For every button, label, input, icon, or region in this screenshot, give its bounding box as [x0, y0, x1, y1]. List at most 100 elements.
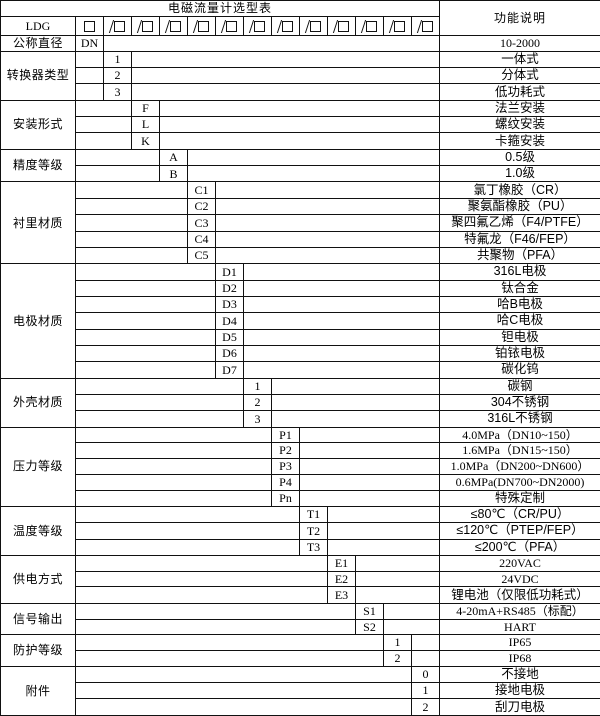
code-cell[interactable]: T3 [299, 538, 328, 556]
code-cell[interactable]: D7 [215, 361, 244, 379]
row-spacer-left [75, 458, 272, 475]
code-cell[interactable]: D6 [215, 344, 244, 363]
description-cell: 0.6MPa(DN700~DN2000) [439, 473, 600, 491]
model-box-6[interactable] [243, 16, 272, 36]
code-cell[interactable]: C2 [187, 197, 216, 216]
model-box-7[interactable] [271, 16, 300, 36]
code-cell[interactable]: 2 [383, 649, 412, 667]
code-cell[interactable]: P2 [271, 442, 300, 460]
model-box-12[interactable] [410, 16, 441, 36]
code-cell[interactable]: D2 [215, 279, 244, 297]
table-row: B 1.0级 [1, 165, 600, 183]
model-box-3[interactable] [159, 16, 188, 36]
model-box-9[interactable] [327, 16, 356, 36]
code-cell[interactable]: T1 [299, 505, 328, 524]
description-cell: 聚四氟乙烯（F4/PTFE） [439, 214, 600, 232]
code-cell[interactable]: T2 [299, 522, 328, 540]
table-row: 安装形式 F 法兰安装 [0, 99, 600, 150]
model-box-8[interactable] [299, 16, 328, 36]
row-spacer-left [75, 377, 244, 395]
code-cell[interactable]: 1 [243, 377, 272, 395]
row-spacer-left [75, 505, 300, 524]
model-box-2[interactable] [131, 16, 160, 36]
table-row: 2 IP68 [1, 649, 600, 667]
code-cell[interactable]: S2 [355, 618, 384, 636]
table-row: D5 钽电极 [1, 328, 600, 346]
code-cell[interactable]: P1 [271, 426, 300, 444]
table-row: T2 ≤120℃（PTEP/FEP） [1, 522, 600, 540]
table-row: C5 共聚物（PFA） [1, 246, 600, 265]
code-cell[interactable]: D5 [215, 328, 244, 346]
code-cell[interactable]: C5 [187, 246, 216, 265]
code-cell[interactable]: E1 [327, 554, 356, 572]
row-spacer-right [214, 181, 441, 199]
row-spacer-left [75, 442, 272, 460]
model-box-1[interactable] [103, 16, 132, 36]
description-cell: HART [439, 618, 600, 636]
code-cell[interactable]: C4 [187, 230, 216, 248]
row-spacer-left [75, 473, 272, 491]
code-cell[interactable]: 2 [410, 698, 441, 716]
row-spacer-left [75, 312, 216, 330]
code-cell[interactable]: K [131, 132, 160, 150]
code-cell[interactable]: 1 [410, 682, 441, 700]
code-cell[interactable]: 2 [103, 67, 132, 85]
row-spacer-left [75, 165, 160, 183]
code-cell[interactable]: L [131, 116, 160, 134]
code-cell[interactable]: P4 [271, 473, 300, 491]
code-cell[interactable]: 2 [243, 393, 272, 412]
row-spacer-left [75, 295, 216, 314]
code-cell[interactable]: 1 [103, 50, 132, 69]
table-row: 精度等级 A 0.5级 [0, 148, 600, 183]
model-box-4[interactable] [187, 16, 216, 36]
code-cell[interactable]: S1 [355, 602, 384, 620]
model-prefix: LDG [0, 16, 76, 36]
code-cell[interactable]: 3 [243, 410, 272, 428]
code-cell[interactable]: P3 [271, 458, 300, 475]
model-box-10[interactable] [355, 16, 384, 36]
model-box-11[interactable] [383, 16, 412, 36]
table-row: 温度等级 T1 ≤80℃（CR/PU） [0, 505, 600, 556]
code-cell[interactable]: F [131, 99, 160, 118]
code-cell[interactable]: D4 [215, 312, 244, 330]
description-cell: 316L电极 [439, 263, 600, 281]
code-cell[interactable]: E3 [327, 586, 356, 604]
description-cell: 卡箍安装 [439, 132, 600, 150]
code-cell[interactable]: 0 [410, 665, 441, 684]
model-box-5[interactable] [215, 16, 244, 36]
table-row: P3 1.0MPa（DN200~DN600） [1, 458, 600, 475]
group-label-5: 电极材质 [0, 263, 76, 379]
row-spacer-left [75, 665, 412, 684]
model-box-0[interactable] [75, 16, 104, 36]
row-spacer-right [242, 328, 441, 346]
row-spacer-left [75, 634, 384, 651]
code-cell[interactable]: 1 [383, 634, 412, 651]
description-cell: 1.0级 [439, 165, 600, 183]
code-cell[interactable]: 3 [103, 83, 132, 101]
code-cell[interactable]: C3 [187, 214, 216, 232]
row-spacer-right [382, 602, 441, 620]
description-cell: 4.0MPa（DN10~150） [439, 426, 600, 444]
table-row: P4 0.6MPa(DN700~DN2000) [1, 473, 600, 491]
row-spacer-left [75, 618, 356, 636]
code-cell[interactable]: A [159, 148, 188, 167]
code-cell[interactable]: D3 [215, 295, 244, 314]
row-spacer-left [75, 554, 328, 572]
code-cell[interactable]: Pn [271, 489, 300, 507]
row-spacer-right [214, 246, 441, 265]
group-label-2: 安装形式 [0, 99, 76, 150]
row-spacer-left [75, 361, 216, 379]
row-spacer-left [75, 328, 216, 346]
code-cell[interactable]: D1 [215, 263, 244, 281]
group-label-0: 公称直径 [0, 35, 76, 52]
code-cell[interactable]: B [159, 165, 188, 183]
description-cell: 法兰安装 [439, 99, 600, 118]
row-spacer-right [186, 148, 441, 167]
description-cell: 氯丁橡胶（CR） [439, 181, 600, 199]
description-cell: 特殊定制 [439, 489, 600, 507]
code-cell[interactable]: E2 [327, 570, 356, 588]
table-row: 3 316L不锈钢 [1, 410, 600, 428]
row-spacer-left [75, 649, 384, 667]
code-cell[interactable]: C1 [187, 181, 216, 199]
